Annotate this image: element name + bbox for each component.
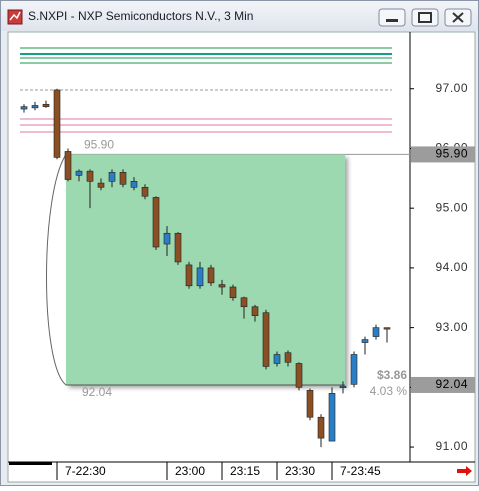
x-tick-label: 23:00 (175, 464, 205, 478)
window-title: S.NXPI - NXP Semiconductors N.V., 3 Min (28, 9, 253, 23)
candle-body (141, 186, 149, 197)
range-arc (46, 154, 67, 386)
candle-body (240, 297, 248, 308)
candle-body (229, 286, 237, 299)
window-buttons (378, 8, 472, 27)
minimize-button[interactable] (378, 8, 406, 27)
candle-body (119, 172, 127, 185)
candle-body (20, 106, 28, 110)
x-tick-label: 23:15 (230, 464, 260, 478)
y-tick-label: 93.00 (435, 320, 468, 334)
y-tick-label: 94.00 (435, 260, 468, 274)
range-box (66, 154, 345, 385)
candle-body (53, 89, 61, 158)
scroll-marker (9, 462, 52, 465)
x-tick-label: 23:30 (285, 464, 315, 478)
candle-body (163, 232, 171, 245)
price-marker-label: 95.90 (435, 147, 468, 161)
candle-body (130, 181, 138, 188)
candle-body (262, 312, 270, 367)
price-marker (411, 376, 475, 393)
price-marker-label: 92.04 (435, 377, 468, 391)
candle-body (306, 390, 314, 418)
range-change-pct: 4.03 % (370, 384, 408, 398)
candle-body (251, 306, 259, 316)
candle-body (196, 267, 204, 287)
y-tick-label: 91.00 (435, 439, 468, 453)
candle-body (273, 354, 281, 364)
candle-body (339, 385, 347, 388)
x-tick-label: 7-23:45 (340, 464, 381, 478)
candle-body (185, 264, 193, 287)
y-tick-label: 97.00 (435, 81, 468, 95)
price-marker (411, 146, 475, 163)
candle-body (218, 284, 226, 288)
candle-body (174, 232, 182, 263)
candle-body (207, 267, 215, 284)
candle-body (75, 170, 83, 176)
candle-body (42, 103, 50, 107)
indicator-lines (20, 47, 392, 133)
range-top-label: 95.90 (84, 138, 114, 152)
maximize-glyph (418, 12, 432, 23)
candle-body (361, 339, 369, 343)
candle-body (97, 182, 105, 188)
candle-body (350, 354, 358, 385)
x-tick-label: 7-22:30 (65, 464, 106, 478)
candle-body (152, 197, 160, 248)
candle-body (295, 363, 303, 388)
maximize-button[interactable] (411, 8, 439, 27)
minimize-glyph (386, 19, 398, 22)
candle-body (31, 105, 39, 109)
scroll-arrow[interactable] (457, 466, 472, 476)
candle-body (108, 172, 116, 182)
range-bottom-label: 92.04 (82, 385, 112, 399)
candle-body (86, 170, 94, 182)
candle-body (317, 416, 325, 439)
candle-body (328, 393, 336, 442)
candle-body (372, 327, 380, 337)
candle-body (64, 151, 72, 180)
icon-glyph (9, 11, 21, 21)
close-glyph (452, 12, 464, 23)
y-tick-label: 95.00 (435, 200, 468, 214)
range-change: $3.86 (377, 368, 407, 382)
candle-body (383, 327, 391, 330)
candle-body (284, 352, 292, 363)
